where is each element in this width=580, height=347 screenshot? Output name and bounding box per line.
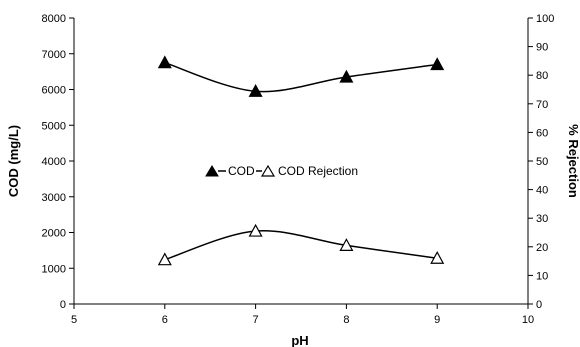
- cod-point: [430, 57, 445, 71]
- cod-point: [339, 69, 354, 83]
- cod-line: [164, 61, 438, 93]
- y-right-tick-label: 70: [536, 99, 548, 111]
- y-left-axis-title: COD (mg/L): [6, 125, 21, 197]
- legend-rejection-marker: [260, 164, 276, 177]
- y-left-tick-label: 4000: [42, 156, 66, 168]
- legend: COD COD Rejection: [205, 164, 358, 178]
- cod-rejection-point: [157, 252, 172, 266]
- y-left-tick-label: 2000: [42, 228, 66, 240]
- x-tick-label: 7: [253, 314, 259, 326]
- x-tick-label: 10: [522, 314, 534, 326]
- y-right-tick-label: 20: [536, 242, 548, 254]
- y-left-tick-label: 1000: [42, 263, 66, 275]
- x-axis-ticks: 5 6 7 8 9 10: [71, 304, 534, 326]
- y-left-axis-ticks: 0 1000 2000 3000 4000 5000 6000 7000 8000: [42, 13, 74, 311]
- y-left-tick-label: 7000: [42, 49, 66, 61]
- y-right-tick-label: 0: [536, 299, 542, 311]
- y-right-tick-label: 50: [536, 156, 548, 168]
- y-right-tick-label: 90: [536, 42, 548, 54]
- y-right-tick-label: 100: [536, 13, 554, 25]
- y-right-tick-label: 60: [536, 127, 548, 139]
- plot-frame: [73, 18, 529, 305]
- y-left-tick-label: 8000: [42, 13, 66, 25]
- x-tick-label: 5: [71, 314, 77, 326]
- legend-cod-label: COD: [228, 164, 255, 178]
- cod-rejection-point: [430, 250, 445, 264]
- y-right-axis-ticks: 0 10 20 30 40 50 60 70 80 90 100: [528, 13, 554, 311]
- y-right-axis-title: % Rejection: [566, 124, 580, 198]
- cod-rejection-point: [248, 223, 263, 237]
- y-left-tick-label: 0: [60, 299, 66, 311]
- y-right-tick-label: 40: [536, 185, 548, 197]
- cod-point: [157, 55, 172, 69]
- x-tick-label: 6: [162, 314, 168, 326]
- y-right-tick-label: 10: [536, 270, 548, 282]
- legend-cod-marker: [205, 165, 219, 177]
- x-axis-title: pH: [291, 333, 308, 347]
- y-right-tick-label: 80: [536, 70, 548, 82]
- x-tick-label: 9: [434, 314, 440, 326]
- x-tick-label: 8: [343, 314, 349, 326]
- y-right-tick-label: 30: [536, 213, 548, 225]
- y-left-tick-label: 3000: [42, 192, 66, 204]
- cod-point: [248, 84, 263, 97]
- series-layer: [157, 55, 445, 266]
- y-left-tick-label: 6000: [42, 85, 66, 97]
- y-left-tick-label: 5000: [42, 120, 66, 132]
- cod-rejection-line: [164, 230, 438, 261]
- cod-rejection-point: [339, 238, 354, 251]
- legend-rejection-label: COD Rejection: [278, 164, 358, 178]
